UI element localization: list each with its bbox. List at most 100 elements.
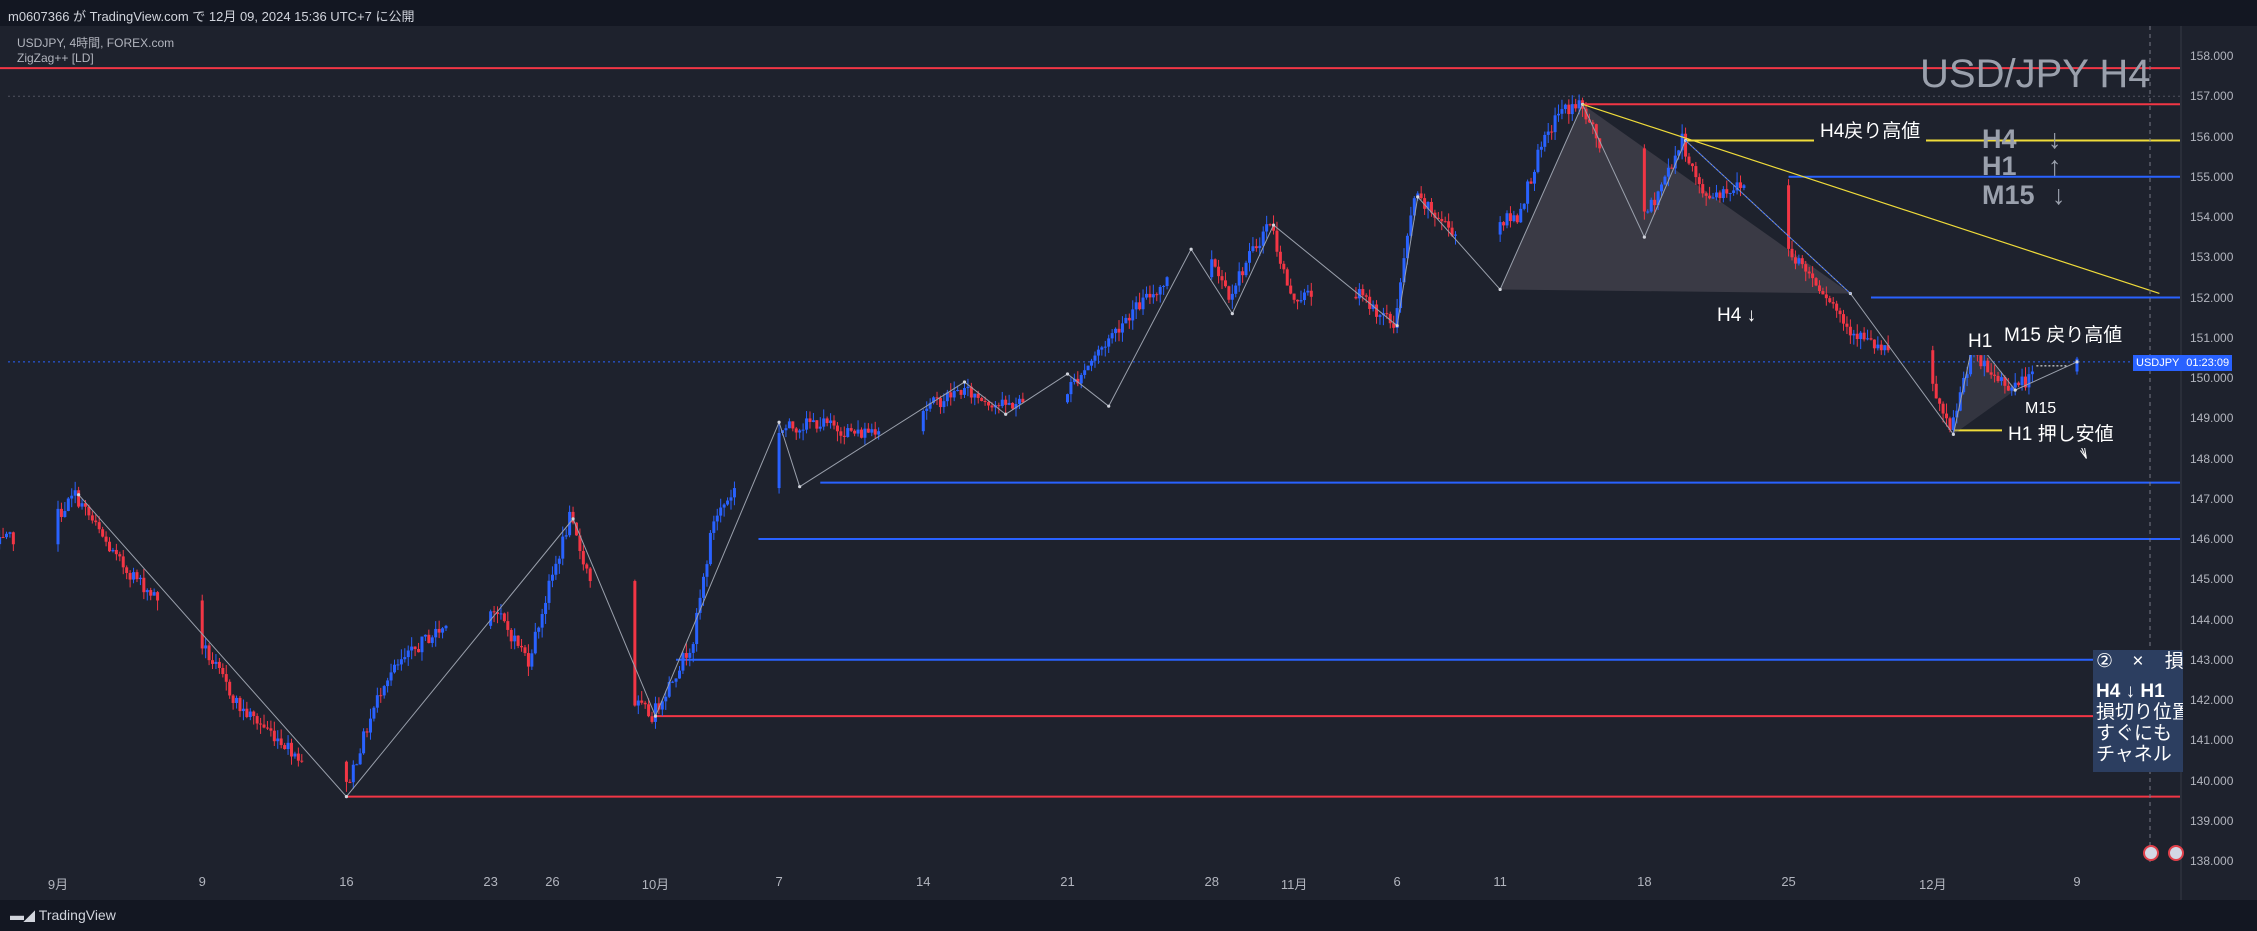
candle-92 [434, 621, 438, 647]
candle-32 [145, 588, 149, 601]
candle-351 [1694, 161, 1698, 185]
candle-278 [1361, 284, 1365, 302]
candle-2 [1, 527, 5, 539]
candle-39 [211, 652, 215, 670]
candle-83 [403, 648, 407, 663]
candle-312 [1519, 203, 1523, 223]
candle-144 [695, 608, 699, 652]
candle-35 [156, 591, 160, 611]
candle-398 [1938, 397, 1942, 412]
trend-arrow-h4: ↓ [2048, 124, 2062, 154]
candle-40 [214, 654, 218, 669]
candle-267 [1282, 260, 1286, 274]
candle-41 [217, 657, 221, 674]
candle-388 [1862, 327, 1866, 342]
note-box[interactable]: ② × 損 H4 ↓ H1 損切り位置 すぐにも チャネル [2093, 650, 2183, 772]
candle-303 [1447, 213, 1451, 237]
candle-151 [719, 498, 723, 523]
candle-108 [530, 649, 534, 670]
candle-282 [1375, 300, 1379, 324]
candle-326 [1567, 99, 1571, 124]
candle-276 [1354, 287, 1358, 300]
candle-12 [77, 486, 81, 509]
candle-104 [516, 635, 520, 649]
candle-158 [784, 424, 788, 438]
zigzag-shade-triangle-2 [1953, 337, 2016, 435]
jp-flag-icon[interactable] [2168, 845, 2184, 861]
candle-210 [1004, 395, 1008, 414]
candle-58 [276, 730, 280, 749]
candle-153 [726, 497, 730, 506]
candle-393 [1879, 340, 1883, 355]
candle-5 [11, 531, 15, 552]
candle-159 [787, 418, 791, 429]
tag-m15[interactable]: M15 [2022, 400, 2060, 418]
candle-130 [647, 698, 651, 718]
candle-339 [1653, 192, 1657, 215]
candle-79 [389, 663, 393, 686]
candle-338 [1649, 197, 1653, 213]
candle-67 [348, 779, 352, 784]
candle-373 [1811, 266, 1815, 288]
candle-102 [509, 628, 513, 649]
trend-line [1582, 103, 2160, 295]
candle-17 [94, 514, 98, 526]
candle-75 [375, 687, 379, 713]
note-line-3: すぐにも [2096, 723, 2173, 744]
candle-376 [1821, 287, 1825, 295]
candle-180 [859, 427, 863, 439]
y-tick-label: 145.000 [2190, 572, 2234, 587]
us-flag-icon[interactable] [2143, 845, 2159, 861]
candle-274 [1306, 284, 1310, 296]
tag-m15-pullback-high[interactable]: M15 戻り高値 [1998, 318, 2129, 349]
candle-316 [1532, 169, 1536, 192]
candle-244 [1162, 284, 1166, 296]
x-tick-label: 9月 [47, 877, 69, 892]
tradingview-logo-text: TradingView [38, 907, 116, 923]
candle-423 [2023, 367, 2027, 391]
candle-175 [842, 426, 846, 445]
candle-187 [925, 401, 929, 420]
candle-174 [839, 427, 843, 444]
tag-h1-pushback-low[interactable]: H1 押し安値 [2002, 417, 2120, 448]
candle-163 [801, 423, 805, 441]
footer-bar [0, 900, 2257, 931]
candle-255 [1241, 267, 1245, 283]
zigzag-pivot-11 [1230, 312, 1234, 316]
candle-235 [1131, 300, 1135, 330]
candle-31 [142, 568, 146, 600]
candle-111 [540, 608, 544, 638]
candles [0, 94, 2079, 792]
candle-160 [791, 421, 795, 432]
tradingview-logo[interactable]: ▬◢ TradingView [10, 907, 116, 924]
y-tick-label: 150.000 [2190, 371, 2234, 385]
candle-30 [138, 574, 142, 586]
y-tick-label: 138.000 [2190, 854, 2234, 868]
y-tick-label: 144.000 [2190, 612, 2234, 627]
candle-148 [708, 530, 712, 566]
candle-170 [825, 416, 829, 427]
tag-h1[interactable]: H1 [1962, 329, 1999, 355]
trend-arrow-h1: ↑ [2048, 151, 2062, 181]
candle-262 [1265, 215, 1269, 239]
last-price-badge: USDJPY 01:23:09 [2133, 355, 2233, 371]
candle-136 [667, 676, 671, 699]
candle-292 [1409, 206, 1413, 241]
candle-150 [715, 508, 719, 531]
candle-368 [1793, 250, 1797, 270]
candle-154 [729, 489, 733, 510]
y-tick-label: 153.000 [2190, 250, 2234, 265]
yellow-trendline [1582, 103, 2160, 295]
candle-68 [351, 760, 355, 790]
tag-h4-down[interactable]: H4 ↓ [1711, 303, 1763, 329]
candle-177 [849, 423, 853, 432]
symbol-legend: USDJPY, 4時間, FOREX.com [17, 36, 175, 50]
candle-19 [101, 526, 105, 538]
candle-225 [1096, 345, 1100, 364]
candle-188 [928, 398, 932, 412]
candle-384 [1848, 319, 1852, 344]
price-chart[interactable] [0, 26, 2257, 900]
tag-h4-pullback-high[interactable]: H4戻り高値 [1814, 114, 1927, 145]
note-close-icon[interactable]: × [2132, 651, 2144, 672]
x-tick-label: 11 [1493, 874, 1507, 889]
